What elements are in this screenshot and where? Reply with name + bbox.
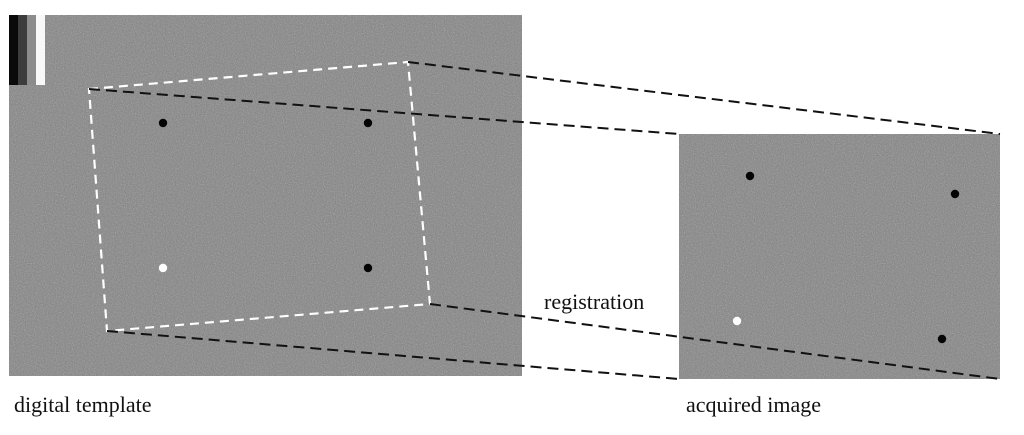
- acquired-image-caption: acquired image: [686, 392, 821, 417]
- connector-line: [106, 330, 680, 380]
- template-markers: [158, 118, 373, 273]
- dark-marker-dot: [937, 334, 947, 344]
- registration-label: registration: [544, 289, 645, 314]
- connector-line: [88, 88, 680, 135]
- acquired-image: [679, 134, 1000, 379]
- dark-marker-dot: [363, 263, 373, 273]
- registration-connectors: [88, 61, 1001, 380]
- dark-marker-dot: [158, 118, 168, 128]
- dark-marker-dot: [745, 171, 755, 181]
- dark-marker-dot: [363, 118, 373, 128]
- digital-template-image: [9, 15, 522, 376]
- connector-line: [407, 61, 1001, 135]
- acquired-noise-texture: [679, 134, 1000, 379]
- gray-scale-swatch: [27, 15, 36, 85]
- gray-scale-bar: [9, 15, 45, 85]
- gray-scale-swatch: [9, 15, 18, 85]
- light-marker-dot: [732, 316, 742, 326]
- digital-template-caption: digital template: [14, 392, 152, 417]
- acquired-markers: [732, 171, 960, 344]
- connector-line: [429, 303, 1001, 380]
- gray-scale-swatch: [36, 15, 45, 85]
- gray-scale-swatch: [18, 15, 27, 85]
- light-marker-dot: [158, 263, 168, 273]
- dark-marker-dot: [950, 189, 960, 199]
- template-noise-texture: [9, 15, 522, 376]
